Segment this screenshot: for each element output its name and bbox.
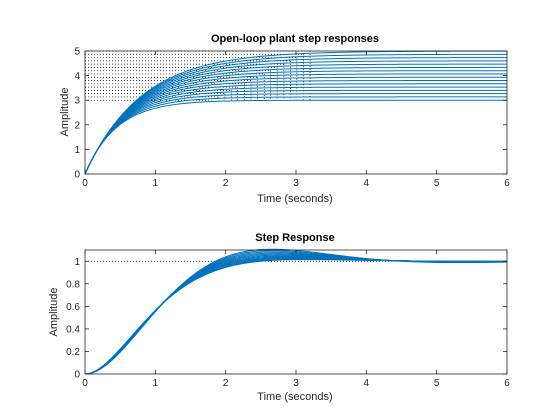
open-loop-axes: Open-loop plant step responses 0 1 2 3 4 5 6 0 1… [59, 33, 510, 205]
response-line [84, 89, 507, 175]
y-tick-label: 5 [74, 47, 80, 58]
response-line [84, 99, 507, 175]
x-tick-label: 5 [434, 178, 440, 189]
x-tick-label: 0 [82, 378, 88, 389]
x-tick-label: 6 [504, 378, 510, 389]
x-tick-label: 6 [504, 178, 510, 189]
response-line [84, 73, 507, 175]
response-line [84, 60, 507, 175]
y-tick-label: 0.4 [66, 324, 80, 335]
y-tick-label: 1 [74, 257, 80, 268]
response-line [84, 93, 507, 175]
response-line [84, 66, 507, 175]
x-axis-label: Time (seconds) [257, 193, 332, 205]
y-tick-label: 0.6 [66, 302, 80, 313]
response-curves [84, 248, 508, 375]
response-line [84, 83, 507, 175]
plot-area [85, 250, 507, 374]
y-tick-label: 2 [74, 120, 80, 131]
response-line [84, 76, 507, 175]
x-tick-label: 3 [293, 178, 299, 189]
y-tick-label: 0 [74, 170, 80, 181]
y-axis-label: Amplitude [48, 288, 60, 337]
x-tick-label: 1 [153, 378, 159, 389]
response-line [84, 259, 508, 375]
y-tick-label: 0.2 [66, 347, 80, 358]
response-line [84, 80, 507, 175]
x-tick-label: 4 [364, 378, 370, 389]
x-tick-label: 2 [223, 378, 229, 389]
chart-title: Open-loop plant step responses [211, 33, 379, 45]
response-line [84, 70, 507, 175]
y-tick-label: 3 [74, 96, 80, 107]
y-tick-label: 0.8 [66, 279, 80, 290]
response-line [84, 57, 507, 175]
y-tick-label: 0 [74, 370, 80, 381]
y-tick-label: 4 [74, 71, 80, 82]
chart-title: Step Response [255, 232, 334, 244]
y-axis-label: Amplitude [59, 88, 71, 137]
x-tick-label: 2 [223, 178, 229, 189]
x-tick-label: 1 [153, 178, 159, 189]
x-tick-label: 4 [364, 178, 370, 189]
x-tick-label: 0 [82, 178, 88, 189]
x-tick-label: 5 [434, 378, 440, 389]
plot-area [85, 51, 507, 174]
reference-lines [85, 50, 311, 101]
response-line [84, 63, 508, 175]
x-tick-label: 3 [293, 378, 299, 389]
x-axis-label: Time (seconds) [257, 391, 332, 403]
response-line [84, 96, 507, 175]
step-response-axes: Step Response 0 1 2 3 4 5 6 0 0.2 0.4 0.6 0.8 1 Time… [48, 232, 510, 403]
y-tick-label: 1 [74, 145, 80, 156]
axis-ticks: 0 1 2 3 4 5 6 0 1 2 3 4 5 [74, 47, 510, 190]
axis-ticks: 0 1 2 3 4 5 6 0 0.2 0.4 0.6 0.8 1 [66, 250, 510, 389]
response-line [84, 86, 507, 175]
